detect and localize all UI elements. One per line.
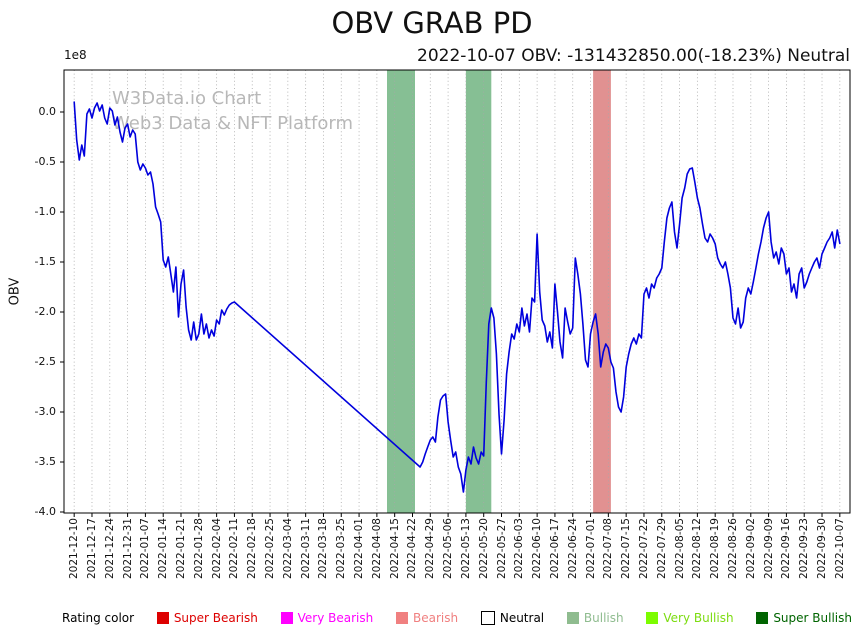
x-tick-label: 2022-06-17 <box>548 518 561 580</box>
legend-swatch <box>756 612 769 624</box>
x-tick-label: 2022-05-27 <box>495 518 508 580</box>
x-tick-label: 2022-03-04 <box>281 518 294 580</box>
legend-item-neutral: Neutral <box>480 611 545 625</box>
y-tick-label: -4.0 <box>34 505 56 518</box>
y-tick-label: 0.0 <box>38 105 57 118</box>
legend-item-super-bullish: Super Bullish <box>756 611 852 625</box>
x-tick-label: 2022-07-15 <box>620 518 633 580</box>
y-tick-label: -0.5 <box>34 155 56 168</box>
legend-label: Bullish <box>583 611 624 625</box>
x-tick-label: 2022-08-05 <box>673 518 686 580</box>
rating-band-bullish <box>465 70 492 513</box>
x-tick-label: 2022-07-29 <box>655 518 668 580</box>
x-tick-label: 2022-07-08 <box>602 518 615 580</box>
x-tick-label: 2022-08-12 <box>691 518 704 580</box>
obv-line <box>73 101 841 493</box>
x-tick-label: 2022-02-04 <box>210 518 223 580</box>
x-tick-label: 2022-08-19 <box>709 518 722 580</box>
legend-item-bullish: Bullish <box>566 611 624 625</box>
x-tick-label: 2022-08-26 <box>726 518 739 580</box>
x-tick-label: 2022-06-03 <box>513 518 526 580</box>
legend-item-very-bearish: Very Bearish <box>280 611 374 625</box>
legend-label: Very Bullish <box>663 611 734 625</box>
legend-label: Super Bullish <box>773 611 852 625</box>
legend-swatch <box>646 612 659 624</box>
rating-band-bearish <box>593 70 611 513</box>
x-tick-label: 2022-05-13 <box>459 518 472 580</box>
x-tick-label: 2022-03-18 <box>317 518 330 580</box>
legend-swatch <box>156 612 169 624</box>
x-tick-label: 2021-12-31 <box>121 518 134 580</box>
x-tick-label: 2022-03-11 <box>299 518 312 580</box>
legend-label: Very Bearish <box>297 611 374 625</box>
legend-item-super-bearish: Super Bearish <box>156 611 258 625</box>
x-tick-label: 2022-03-25 <box>335 518 348 580</box>
x-tick-label: 2022-06-24 <box>566 518 579 580</box>
x-tick-label: 2022-01-21 <box>175 518 187 580</box>
legend-swatch <box>480 611 495 625</box>
x-tick-label: 2022-04-29 <box>424 518 437 580</box>
x-tick-label: 2021-12-17 <box>85 518 98 580</box>
legend-label: Neutral <box>499 611 545 625</box>
x-tick-label: 2022-09-02 <box>744 518 757 580</box>
x-tick-label: 2022-09-23 <box>798 518 811 580</box>
x-tick-label: 2022-09-09 <box>762 518 775 580</box>
legend-swatch <box>280 612 293 624</box>
x-tick-label: 2022-04-22 <box>406 518 419 580</box>
x-tick-label: 2022-04-01 <box>353 518 366 580</box>
x-tick-label: 2022-02-18 <box>246 518 259 580</box>
x-tick-label: 2022-09-16 <box>780 518 793 580</box>
chart-title: OBV GRAB PD <box>331 6 533 40</box>
x-tick-label: 2022-09-30 <box>816 518 829 580</box>
plot-frame <box>63 69 851 514</box>
x-tick-label: 2022-01-14 <box>157 518 170 580</box>
x-tick-label: 2022-10-07 <box>833 518 846 580</box>
y-tick-label: -2.5 <box>34 355 56 368</box>
legend-title: Rating color <box>62 611 135 625</box>
legend-swatch <box>396 612 408 624</box>
x-tick-label: 2022-02-11 <box>228 518 241 580</box>
legend-item-very-bullish: Very Bullish <box>646 611 734 625</box>
y-tick-label: -3.5 <box>34 455 56 468</box>
x-tick-label: 2022-04-15 <box>388 518 401 580</box>
legend-label: Bearish <box>413 611 459 625</box>
legend-label: Super Bearish <box>173 611 258 625</box>
x-tick-label: 2022-05-06 <box>442 518 455 580</box>
watermark: W3Data.io Chart Web3 Data & NFT Platform <box>112 86 353 136</box>
x-tick-label: 2022-05-20 <box>477 518 490 580</box>
x-tick-label: 2022-01-28 <box>192 518 205 580</box>
rating-legend: Rating color Super Bearish Very Bearish Be… <box>62 611 852 625</box>
legend-swatch <box>566 612 579 624</box>
x-tick-label: 2022-07-22 <box>637 518 650 580</box>
legend-item-bearish: Bearish <box>396 611 458 625</box>
x-tick-label: 2022-06-10 <box>531 518 544 580</box>
x-tick-label: 2021-12-24 <box>103 518 116 580</box>
x-tick-label: 2021-12-10 <box>68 518 81 580</box>
y-axis-offset-label: 1e8 <box>64 48 87 62</box>
watermark-line2: Web3 Data & NFT Platform <box>112 113 354 134</box>
x-tick-label: 2022-02-25 <box>264 518 277 580</box>
x-tick-label: 2022-04-08 <box>370 518 383 580</box>
x-tick-label: 2022-07-01 <box>584 518 597 580</box>
watermark-line1: W3Data.io Chart <box>112 88 262 109</box>
y-tick-label: -1.5 <box>34 255 56 268</box>
chart-subtitle: 2022-10-07 OBV: -131432850.00(-18.23%) N… <box>417 46 850 66</box>
y-tick-label: -1.0 <box>34 205 56 218</box>
rating-band-bullish <box>387 70 415 513</box>
y-tick-label: -2.0 <box>34 305 56 318</box>
x-tick-label: 2022-01-07 <box>139 518 152 580</box>
y-tick-label: -3.0 <box>34 405 56 418</box>
